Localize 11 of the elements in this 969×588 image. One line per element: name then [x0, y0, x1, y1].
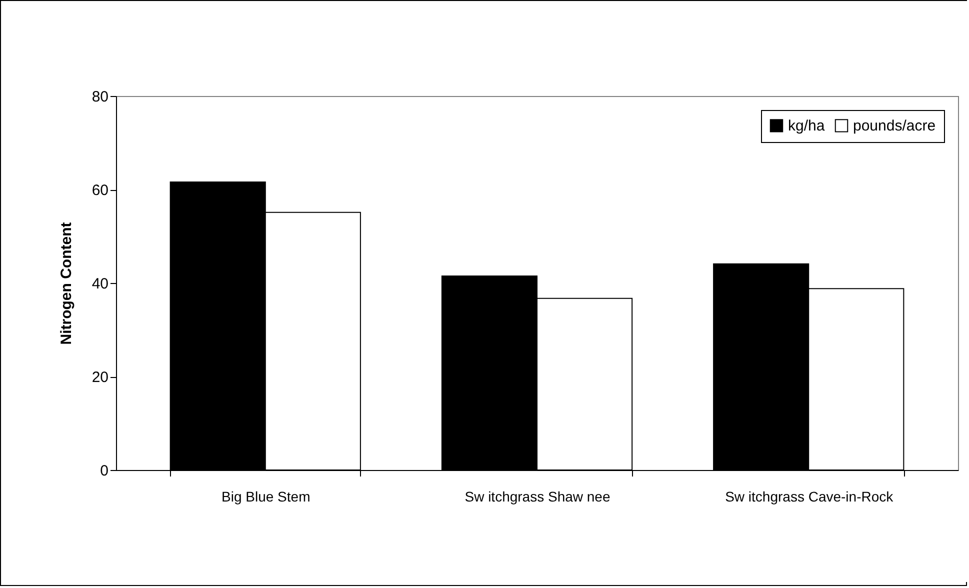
x-tick-label: Big Blue Stem [222, 488, 310, 504]
y-tick-label: 60 [92, 182, 108, 199]
x-tick-label: Sw itchgrass Cave-in-Rock [725, 488, 894, 504]
x-tick-label: Sw itchgrass Shaw nee [464, 488, 610, 504]
y-tick-label: 80 [92, 88, 108, 106]
legend-label: kg/ha [788, 118, 826, 135]
y-tick-label: 40 [92, 276, 108, 292]
y-axis-title: Nitrogen Content [58, 222, 75, 345]
legend-label: pounds/acre [853, 118, 936, 135]
y-tick-label: 20 [92, 369, 108, 386]
y-tick-label: 0 [100, 462, 108, 480]
